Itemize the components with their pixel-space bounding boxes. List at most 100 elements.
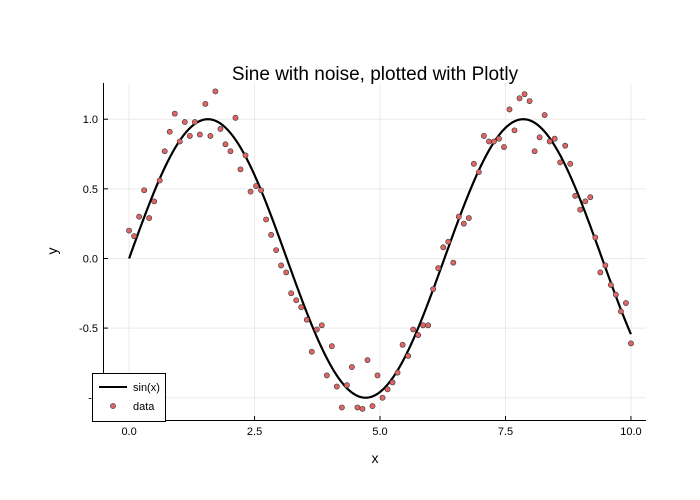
- data-point: [399, 341, 406, 348]
- data-point: [562, 142, 569, 149]
- data-point: [577, 206, 584, 213]
- data-point: [475, 169, 482, 176]
- data-point: [136, 213, 143, 220]
- data-point: [389, 379, 396, 386]
- data-point: [354, 404, 361, 411]
- data-point: [186, 133, 193, 139]
- data-point: [460, 220, 467, 227]
- data-point: [242, 152, 249, 159]
- x-axis-label: x: [372, 450, 379, 466]
- data-point: [161, 148, 168, 155]
- data-point: [511, 127, 518, 134]
- data-point: [349, 364, 355, 370]
- data-point: [607, 282, 614, 288]
- data-point: [526, 98, 533, 104]
- data-point: [212, 88, 219, 95]
- data-point: [628, 340, 634, 347]
- data-point: [293, 297, 300, 304]
- data-point: [415, 332, 422, 338]
- y-tick-label: 0.5: [83, 184, 98, 196]
- data-point: [435, 265, 442, 272]
- series-line-layer: [128, 118, 632, 399]
- data-point: [450, 259, 457, 266]
- data-point: [602, 262, 609, 269]
- data-point: [308, 348, 315, 355]
- data-point: [298, 304, 305, 311]
- data-point: [151, 198, 158, 205]
- data-point: [232, 114, 239, 121]
- data-point: [557, 159, 564, 166]
- data-point: [618, 308, 624, 315]
- data-point: [207, 133, 214, 139]
- data-point: [146, 215, 153, 221]
- data-point: [166, 128, 173, 135]
- series-points-layer: [126, 88, 634, 412]
- y-axis-label: y: [44, 248, 60, 255]
- data-point: [521, 91, 528, 98]
- data-point: [126, 227, 132, 234]
- data-point: [496, 135, 502, 142]
- x-tick-label: 5.0: [372, 426, 387, 438]
- data-point: [465, 215, 472, 221]
- data-point: [141, 187, 148, 194]
- data-point: [430, 286, 437, 292]
- data-point: [623, 300, 629, 306]
- data-point: [425, 322, 432, 329]
- data-point: [359, 405, 366, 412]
- y-tick-label: -0.5: [79, 323, 98, 335]
- data-point: [501, 144, 507, 150]
- data-point: [394, 369, 401, 376]
- data-point: [268, 231, 275, 238]
- data-point: [612, 291, 619, 298]
- data-point: [196, 131, 203, 138]
- data-point: [536, 134, 543, 141]
- data-point: [338, 404, 345, 411]
- legend: sin(x) data: [92, 373, 166, 422]
- data-point: [171, 110, 178, 117]
- data-point: [587, 194, 594, 201]
- data-point: [384, 386, 391, 393]
- data-point: [410, 326, 417, 333]
- data-point: [247, 188, 254, 195]
- data-point: [551, 135, 558, 142]
- data-point: [506, 106, 513, 113]
- data-point: [181, 119, 188, 125]
- data-point: [374, 372, 381, 379]
- data-point: [131, 233, 138, 240]
- data-point: [567, 160, 574, 167]
- data-point: [343, 382, 350, 389]
- data-point: [263, 216, 269, 223]
- data-point: [288, 290, 295, 297]
- x-tick-label: 2.5: [247, 426, 262, 438]
- data-point: [480, 133, 487, 139]
- data-point: [445, 238, 452, 245]
- y-tick-label: 1.0: [83, 114, 98, 126]
- data-point: [369, 403, 376, 409]
- data-point: [303, 316, 310, 323]
- data-point: [592, 234, 599, 241]
- legend-marker-swatch: [110, 403, 116, 409]
- data-point: [455, 213, 462, 220]
- legend-label-data: data: [133, 401, 155, 413]
- data-point: [541, 112, 548, 118]
- data-point: [516, 95, 523, 102]
- data-point: [253, 183, 259, 189]
- data-point: [531, 148, 538, 155]
- data-point: [597, 269, 604, 276]
- data-point: [217, 126, 224, 132]
- data-point: [283, 269, 290, 276]
- data-point: [227, 148, 234, 155]
- data-point: [258, 187, 264, 194]
- data-point: [420, 322, 427, 329]
- data-point: [318, 322, 325, 329]
- data-point: [364, 357, 371, 364]
- data-point: [156, 177, 163, 184]
- x-tick-label: 7.5: [498, 426, 513, 438]
- data-point: [237, 166, 244, 173]
- data-point: [191, 119, 198, 125]
- data-point: [582, 198, 589, 205]
- data-point: [313, 326, 320, 333]
- data-point: [273, 247, 280, 254]
- x-tick-label: 0.0: [121, 426, 136, 438]
